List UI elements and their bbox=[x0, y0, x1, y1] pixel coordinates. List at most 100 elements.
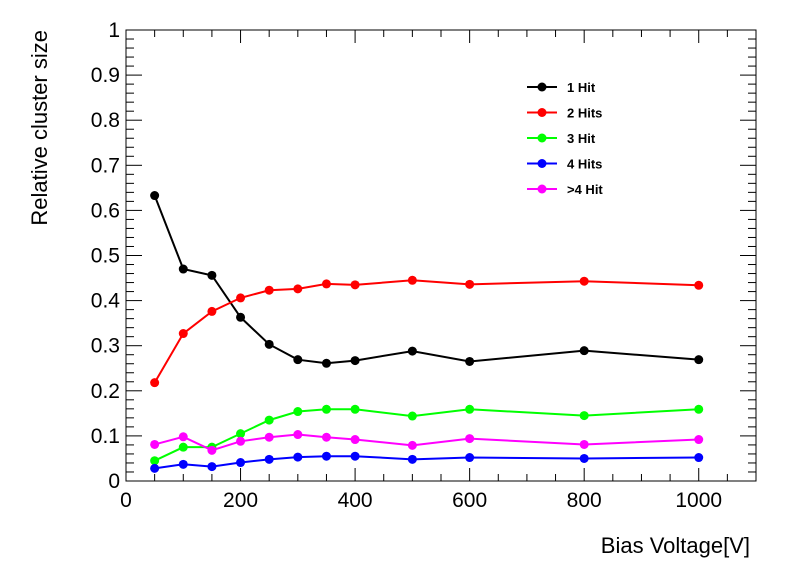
data-point bbox=[321, 358, 331, 368]
data-point bbox=[694, 453, 704, 463]
data-point bbox=[579, 276, 589, 286]
y-tick-label: 0.1 bbox=[91, 425, 120, 448]
y-axis-title: Relative cluster size bbox=[27, 30, 52, 226]
data-point bbox=[150, 378, 160, 388]
data-point bbox=[407, 440, 417, 450]
data-point bbox=[178, 432, 188, 442]
series-group bbox=[150, 191, 704, 473]
data-point bbox=[465, 356, 475, 366]
legend-entry: >4 Hit bbox=[527, 182, 603, 197]
data-point bbox=[236, 458, 246, 468]
data-point bbox=[350, 435, 360, 445]
x-axis-title: Bias Voltage[V] bbox=[601, 533, 750, 558]
legend-entry: 3 Hit bbox=[527, 131, 596, 146]
series-4-hit bbox=[150, 430, 704, 455]
legend-entry: 1 Hit bbox=[527, 80, 596, 95]
data-point bbox=[178, 264, 188, 274]
legend-entry: 4 Hits bbox=[527, 157, 602, 172]
plot-frame bbox=[125, 29, 757, 482]
y-tick-label: 0.6 bbox=[91, 199, 120, 222]
data-point bbox=[264, 339, 274, 349]
y-tick-label: 0.2 bbox=[91, 380, 120, 403]
series-4-hits bbox=[150, 451, 704, 473]
data-point bbox=[293, 355, 303, 365]
data-point bbox=[264, 285, 274, 295]
x-tick-label: 400 bbox=[338, 489, 373, 512]
legend-swatch-marker bbox=[537, 133, 547, 143]
data-point bbox=[178, 459, 188, 469]
data-point bbox=[178, 329, 188, 339]
series-line bbox=[153, 279, 699, 384]
data-point bbox=[350, 451, 360, 461]
data-point bbox=[207, 462, 217, 472]
data-point bbox=[465, 404, 475, 414]
data-point bbox=[236, 436, 246, 446]
data-point bbox=[293, 407, 303, 417]
legend-swatch-marker bbox=[537, 82, 547, 92]
series-line bbox=[154, 455, 699, 470]
data-point bbox=[465, 434, 475, 444]
data-point bbox=[293, 284, 303, 294]
data-point bbox=[579, 453, 589, 463]
data-point bbox=[207, 445, 217, 455]
data-point bbox=[579, 346, 589, 356]
data-point bbox=[579, 411, 589, 421]
data-point bbox=[407, 411, 417, 421]
legend-label: 3 Hit bbox=[567, 131, 596, 146]
data-point bbox=[350, 356, 360, 366]
data-point bbox=[694, 280, 704, 290]
data-point bbox=[150, 463, 160, 473]
y-tick-label: 1 bbox=[108, 19, 120, 42]
x-tick-label: 0 bbox=[120, 489, 132, 512]
x-tick-label: 1000 bbox=[675, 489, 722, 512]
data-point bbox=[350, 404, 360, 414]
legend-entry: 2 Hits bbox=[527, 106, 602, 121]
series-2-hits bbox=[150, 275, 704, 388]
data-point bbox=[293, 452, 303, 462]
data-point bbox=[264, 454, 274, 464]
legend-swatch-marker bbox=[537, 159, 547, 168]
data-point bbox=[579, 439, 589, 449]
series-1-hit bbox=[150, 191, 704, 368]
data-point bbox=[150, 456, 160, 466]
data-point bbox=[694, 435, 704, 445]
x-tick-label: 800 bbox=[567, 489, 602, 512]
data-point bbox=[236, 429, 246, 439]
legend-swatch-marker bbox=[537, 184, 547, 194]
data-point bbox=[694, 355, 704, 365]
y-tick-label: 0.9 bbox=[91, 64, 120, 87]
data-point bbox=[465, 279, 475, 289]
data-point bbox=[407, 454, 417, 464]
data-point bbox=[150, 439, 160, 449]
data-point bbox=[350, 280, 360, 290]
legend-label: 4 Hits bbox=[567, 157, 602, 172]
data-point bbox=[321, 404, 331, 414]
data-point bbox=[207, 306, 217, 316]
y-tick-label: 0 bbox=[108, 470, 120, 493]
legend-label: >4 Hit bbox=[567, 182, 603, 197]
axes: 0 0.1 0.2 0.3 0.4 0.5 0.6 0.7 0.8 0.9 1 0 200 400 600 8… bbox=[91, 19, 757, 512]
data-point bbox=[694, 404, 704, 414]
data-point bbox=[407, 346, 417, 356]
series-line bbox=[154, 433, 699, 452]
y-tick-label: 0.4 bbox=[91, 290, 121, 313]
legend-label: 2 Hits bbox=[567, 106, 602, 121]
data-point bbox=[321, 451, 331, 461]
data-point bbox=[178, 442, 188, 452]
series-line bbox=[153, 195, 699, 365]
data-point bbox=[321, 432, 331, 442]
y-tick-label: 0.7 bbox=[91, 154, 120, 177]
y-tick-label: 0.8 bbox=[91, 109, 120, 132]
data-point bbox=[407, 275, 417, 285]
data-point bbox=[264, 432, 274, 442]
legend: 1 Hit 2 Hits 3 Hit 4 Hits >4 Hit bbox=[527, 80, 603, 197]
y-tick-label: 0.5 bbox=[91, 245, 120, 268]
data-point bbox=[321, 279, 331, 289]
data-point bbox=[236, 293, 246, 303]
data-point bbox=[236, 312, 246, 322]
legend-label: 1 Hit bbox=[567, 80, 596, 95]
data-point bbox=[150, 191, 160, 201]
